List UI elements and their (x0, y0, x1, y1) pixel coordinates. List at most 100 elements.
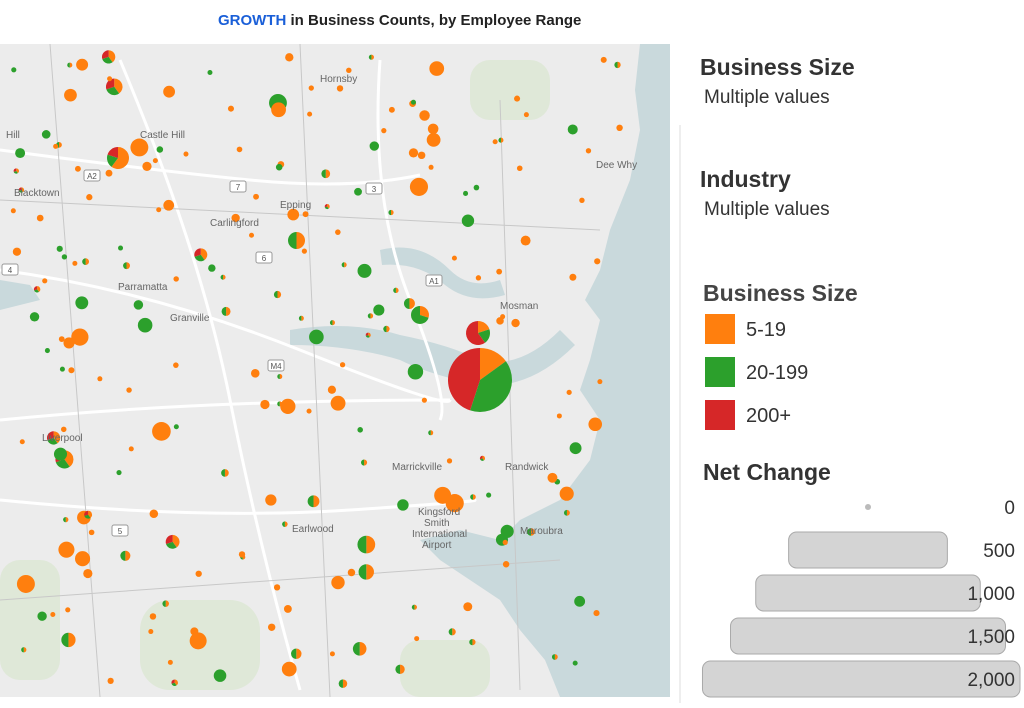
marker (567, 124, 578, 135)
marker (283, 604, 292, 613)
marker-slice (277, 290, 282, 299)
marker (492, 139, 498, 145)
marker-slice (365, 332, 369, 336)
marker (302, 211, 309, 218)
size-label: 1,000 (967, 584, 1015, 605)
marker-slice (114, 78, 123, 94)
marker (173, 362, 179, 368)
marker-slice (368, 332, 371, 338)
marker (428, 164, 434, 170)
marker-slice (325, 169, 331, 179)
marker (163, 85, 176, 98)
marker-slice (220, 274, 224, 280)
marker-slice (69, 62, 73, 68)
marker (213, 669, 227, 682)
marker-slice (391, 209, 394, 216)
marker (58, 541, 75, 558)
marker (306, 408, 312, 414)
marker (76, 58, 89, 71)
marker-slice (165, 534, 173, 544)
marker (42, 278, 48, 284)
road-shield (83, 169, 101, 182)
marker (569, 273, 577, 281)
marker-slice (107, 154, 118, 167)
marker (408, 148, 419, 158)
size-swatch (755, 574, 981, 612)
marker (335, 229, 341, 235)
marker (281, 661, 297, 677)
marker (86, 194, 93, 201)
marker (156, 146, 164, 153)
marker-slice (357, 535, 367, 554)
marker (156, 207, 162, 213)
marker-slice (37, 286, 41, 292)
marker-slice (338, 679, 343, 688)
marker-slice (368, 54, 372, 60)
marker-slice (617, 61, 621, 69)
marker-slice (470, 361, 513, 413)
marker (16, 574, 35, 593)
marker (74, 165, 81, 172)
marker (260, 399, 270, 410)
marker-slice (409, 298, 415, 310)
marker (149, 509, 159, 519)
marker (273, 584, 281, 591)
marker-slice (366, 535, 376, 554)
marker (301, 248, 307, 254)
marker (173, 276, 179, 282)
marker-slice (284, 521, 288, 527)
marker-slice (21, 187, 25, 193)
legend-swatch (705, 400, 735, 430)
marker-slice (551, 654, 555, 660)
marker (68, 367, 75, 374)
marker-slice (63, 516, 66, 523)
marker (331, 575, 345, 590)
marker-slice (472, 494, 476, 500)
marker (97, 376, 103, 382)
marker-slice (224, 469, 229, 477)
marker-slice (102, 56, 113, 64)
size-swatch (730, 617, 1006, 655)
size-swatch (788, 531, 948, 569)
place-label: International (412, 529, 467, 540)
marker-slice (479, 455, 483, 460)
marker (195, 570, 202, 577)
marker (419, 110, 430, 121)
marker (12, 247, 22, 256)
marker (307, 111, 313, 117)
marker (265, 494, 277, 506)
marker (189, 632, 207, 650)
marker (569, 442, 582, 455)
road-shield (255, 251, 273, 264)
marker (369, 141, 380, 151)
marker (397, 499, 409, 511)
marker (250, 369, 260, 378)
place-label: Marrickville (392, 462, 442, 473)
marker (88, 529, 95, 536)
marker (71, 328, 89, 346)
marker-slice (194, 254, 205, 262)
marker (594, 258, 601, 265)
marker (496, 317, 504, 325)
marker (133, 300, 144, 310)
marker-slice (327, 204, 330, 209)
marker-slice (111, 147, 129, 170)
marker-slice (466, 321, 486, 345)
place-label: Earlwood (292, 524, 334, 535)
marker (287, 208, 300, 221)
marker-slice (383, 325, 387, 333)
place-label: Dee Why (596, 160, 637, 171)
marker-slice (33, 286, 38, 291)
place-label: Maroubra (520, 526, 563, 537)
road-shield (229, 180, 247, 193)
marker (381, 128, 387, 134)
marker (514, 95, 521, 102)
marker (236, 146, 243, 153)
marker-slice (291, 648, 297, 660)
marker-slice (341, 262, 345, 268)
road-label: A1 (429, 277, 439, 286)
marker (29, 312, 40, 322)
marker (502, 561, 510, 568)
marker (523, 112, 529, 118)
